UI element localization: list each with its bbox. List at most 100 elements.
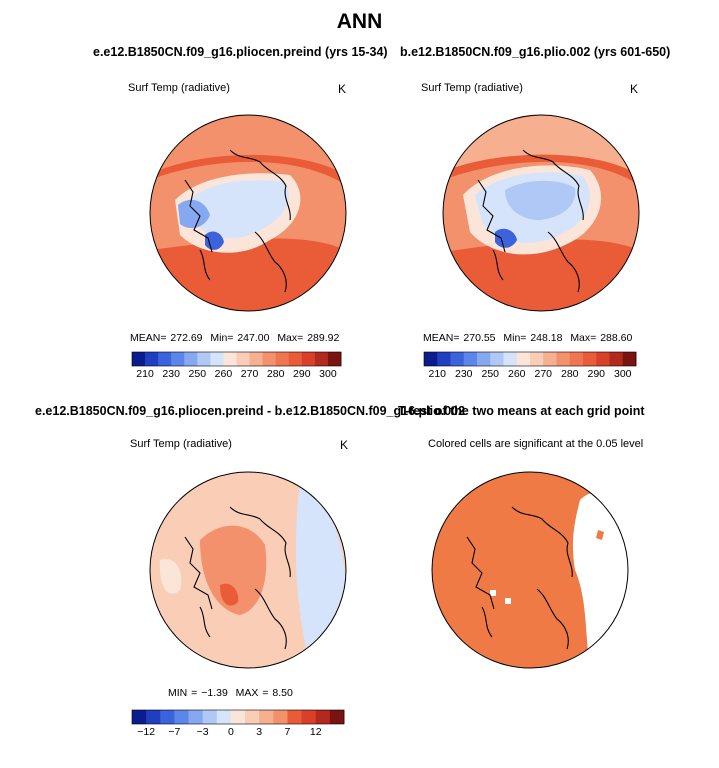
cb3-swatch [202,710,218,724]
map1-coastlines [184,149,291,293]
map3-band-pale [159,559,182,594]
cb2-tick-label: 260 [508,368,526,380]
map1-band-ice [190,180,289,239]
map-panel-3 [149,471,347,669]
map2-border [442,114,640,312]
cb2-tick-label: 290 [587,368,605,380]
cb2-swatch [437,352,451,366]
map1-band-cold [178,199,210,229]
cb1-swatch [145,352,159,366]
cb2-tick-label: 300 [614,368,632,380]
cb2-swatch [424,352,438,366]
cb3-tick-label: −7 [168,726,180,738]
cb1-swatch [171,352,185,366]
cb3-swatch [259,710,274,724]
cb3-swatch [329,710,345,724]
cb1-tick-label: 280 [267,368,285,380]
cb3-tick-label: 12 [310,726,322,738]
panel2-colorbar: 210 230 250 260 270 280 290 300 [423,351,637,380]
cb2-swatch [490,352,504,366]
cb3-swatch [230,710,246,724]
cb1-swatch [132,352,146,366]
panel1-colorbar: 210 230 250 260 270 280 290 300 [131,351,342,380]
cb1-swatch [223,352,237,366]
cb1-tick-label: 260 [215,368,233,380]
cb3-swatch [315,710,331,724]
cb1-tick-label: 210 [136,368,154,380]
cb3-swatch [287,710,302,724]
panel1-units: K [338,82,347,96]
panel2-variable-label: Surf Temp (radiative) [421,82,523,94]
map3-border [149,471,347,669]
map-panel-1 [149,114,347,312]
cb3-tick-label: 0 [228,726,234,738]
panel3-colorbar: −12 −7 −3 0 3 7 12 [131,709,345,738]
panel3-stats: MIN = −1.39 MAX = 8.50 [168,687,293,699]
cb1-swatch [262,352,277,366]
cb3-swatch [174,710,189,724]
cb3-tick-label: 3 [256,726,262,738]
panel2-stats: MEAN= 270.55 Min= 248.18 Max= 288.60 [423,332,633,344]
cb1-tick-label: 230 [162,368,180,380]
cb3-swatch [301,710,317,724]
cb2-swatch [596,352,610,366]
panel1-title: e.e12.B1850CN.f09_g16.pliocen.preind (yr… [93,45,388,59]
cb3-swatch [160,710,175,724]
cb1-swatch [327,352,342,366]
panel2-title: b.e12.B1850CN.f09_g16.plio.002 (yrs 601-… [400,45,671,59]
cb2-swatch [516,352,531,366]
cb1-frame [131,351,342,367]
cb3-tick-label: 7 [285,726,291,738]
cb1-swatch [236,352,250,366]
map4-coastlines [466,506,573,650]
cb2-swatch [556,352,571,366]
cb1-tick-label: 300 [319,368,337,380]
cb1-swatch [249,352,264,366]
cb3-swatch [245,710,260,724]
map2-band-cool [505,180,576,220]
map1-border [149,114,347,312]
panel3-variable-label: Surf Temp (radiative) [130,438,232,450]
panel2-units: K [630,82,639,96]
cb3-swatch [146,710,161,724]
page-title: ANN [336,10,383,33]
map3-band-hot [220,583,239,606]
cb3-swatch [273,710,288,724]
cb2-tick-label: 280 [561,368,579,380]
cb1-tick-label: 270 [241,368,259,380]
map4-border [431,471,629,669]
cb1-swatch [275,352,290,366]
cb2-tick-label: 210 [428,368,446,380]
panel1-stats: MEAN= 272.69 Min= 247.00 Max= 289.92 [130,332,340,344]
cb2-swatch [609,352,624,366]
cb3-swatch [188,710,204,724]
cb1-swatch [158,352,172,366]
cb2-swatch [503,352,518,366]
panel1-variable-label: Surf Temp (radiative) [128,82,230,94]
map2-band-coldest [495,228,517,248]
cb2-swatch [622,352,637,366]
cb2-frame [423,351,637,367]
cb2-tick-label: 270 [534,368,552,380]
cb2-swatch [450,352,465,366]
cb2-swatch [583,352,597,366]
panel4-variable-label: Colored cells are significant at the 0.0… [428,438,644,450]
cb2-tick-label: 230 [455,368,473,380]
cb2-swatch [569,352,584,366]
cb3-frame [131,709,345,725]
cb1-swatch [197,352,211,366]
panel4-title: T-test of the two means at each grid poi… [398,404,645,418]
panel3-title: e.e12.B1850CN.f09_g16.pliocen.preind - b… [35,404,466,418]
cb1-swatch [314,352,329,366]
cb1-tick-label: 250 [189,368,207,380]
cb3-swatch [132,710,147,724]
cb2-swatch [543,352,557,366]
cb3-tick-label: −12 [137,726,155,738]
map2-coastlines [477,149,584,293]
panel3-units: K [340,438,349,452]
cb2-swatch [463,352,478,366]
map3-band-warm [200,525,267,615]
cb1-swatch [301,352,316,366]
map4-nonsignificant-cells [490,590,511,604]
